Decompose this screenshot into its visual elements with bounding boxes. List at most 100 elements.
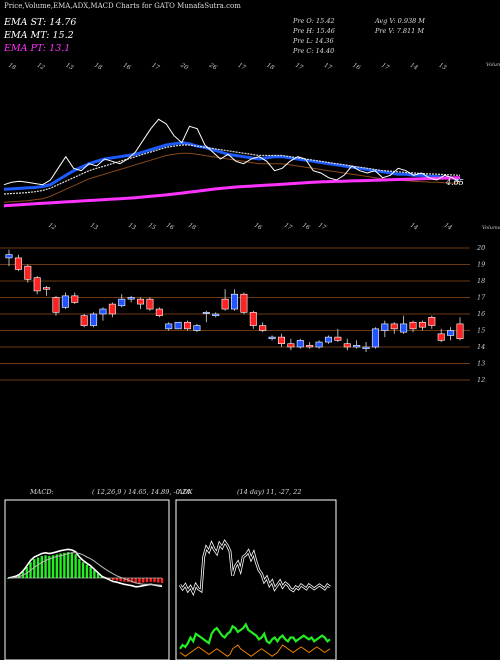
bottom-date-label: 18 <box>187 222 197 232</box>
macd-histogram-bar <box>157 578 160 583</box>
candle-body <box>165 323 173 330</box>
bottom-date-label: 16 <box>165 222 175 232</box>
macd-histogram-bar <box>78 559 81 578</box>
price-panel: 20 19 18 17 16 15 14 13 12 <box>0 244 486 384</box>
macd-histogram-bar <box>93 570 96 578</box>
bottom-date-label: 13 <box>127 222 137 232</box>
macd-histogram-bar <box>36 557 40 578</box>
candle-body <box>343 343 351 348</box>
adx-params: (14 day) 11, -27, 22 <box>237 488 302 496</box>
macd-histogram-bar <box>74 554 77 578</box>
candle-body <box>14 257 22 270</box>
candle-body <box>174 321 182 330</box>
price-tick-label: 20 <box>476 244 485 252</box>
top-date-label: 26 <box>207 61 218 71</box>
macd-histogram-bar <box>130 578 134 583</box>
candle-body <box>90 313 98 326</box>
candle-body <box>99 308 107 315</box>
ema-st-label: EMA ST: 14.76 <box>4 17 77 28</box>
candle-body <box>221 298 229 310</box>
bottom-date-label: 16 <box>253 222 263 232</box>
candle-body <box>146 298 154 310</box>
ema-st-line <box>3 141 461 191</box>
di-plus-line <box>179 622 331 650</box>
top-date-label: 18 <box>265 62 275 72</box>
candle-body <box>400 323 408 333</box>
candle-body <box>259 325 267 331</box>
candle-body <box>447 330 455 336</box>
top-date-label: 17 <box>323 62 333 72</box>
chart-title: Price,Volume,EMA,ADX,MACD Charts for GAT… <box>4 2 241 10</box>
price-line <box>3 118 461 186</box>
candle-body <box>71 295 79 303</box>
candle-body <box>296 340 304 348</box>
candle-body <box>212 313 220 316</box>
candle-body <box>306 345 314 348</box>
macd-histogram-bar <box>66 552 70 578</box>
candle-body <box>5 254 13 259</box>
macd-title: MACD: <box>30 488 54 496</box>
volume-label: Volume <box>486 62 500 68</box>
di-minus-line <box>179 644 331 657</box>
bottom-date-label: 12 <box>47 222 57 232</box>
macd-histogram-bar <box>149 578 152 582</box>
macd-histogram-bar <box>134 578 137 584</box>
top-date-label: 17 <box>151 62 161 72</box>
candle-body <box>80 315 88 326</box>
candle-body <box>334 336 342 341</box>
candle-body <box>118 298 126 307</box>
adx-title: ADX <box>178 488 193 496</box>
candle-body <box>184 321 192 330</box>
top-date-label: 16 <box>351 62 361 72</box>
candle-body <box>371 328 379 348</box>
bottom-date-label: 14 <box>443 222 453 232</box>
macd-histogram-bar <box>55 554 59 578</box>
price-tick-label: 17 <box>477 294 486 302</box>
candle-body <box>61 295 69 308</box>
macd-params: ( 12,26,9 ) 14.65, 14.89, -0.24 <box>92 488 191 496</box>
bottom-date-label: 17 <box>317 222 327 232</box>
candle-body <box>456 323 464 340</box>
volume-label-bottom: Volume <box>482 225 500 231</box>
last-price-label: 4.65 <box>445 178 464 187</box>
macd-histogram-bar <box>142 578 145 583</box>
top-date-label: 18 <box>93 62 103 72</box>
candle-body <box>409 321 417 330</box>
macd-histogram-bar <box>40 555 44 578</box>
ema-mt-label: EMA MT: 15.2 <box>4 30 74 41</box>
macd-histogram-bar <box>81 562 85 578</box>
bottom-date-label: 13 <box>89 222 99 232</box>
candle-body <box>362 346 370 349</box>
candle-body <box>155 308 163 316</box>
macd-histogram-bar <box>89 566 92 578</box>
candle-body <box>381 323 389 331</box>
pre-volume: Pre V: 7.811 M <box>375 27 425 35</box>
macd-line <box>7 548 163 588</box>
candle-body <box>437 333 445 341</box>
top-date-label: 17 <box>237 62 247 72</box>
candle-body <box>428 316 436 326</box>
pre-open: Pre O: 15.42 <box>293 17 335 25</box>
candle-body <box>240 293 248 313</box>
candle-body <box>231 293 239 310</box>
candle-body <box>202 312 210 314</box>
candle-body <box>43 287 51 290</box>
macd-frame <box>4 499 170 660</box>
top-date-label: 20 <box>178 61 189 71</box>
candle-body <box>193 325 201 331</box>
macd-histogram-bar <box>160 578 164 584</box>
ema-mt-line <box>3 144 461 195</box>
candle-body <box>418 321 426 328</box>
candle-body <box>315 341 323 348</box>
top-date-label: 18 <box>7 62 17 72</box>
bottom-date-label: 14 <box>409 222 419 232</box>
price-tick-label: 19 <box>477 261 485 269</box>
macd-histogram-bar <box>44 555 47 578</box>
candle-body <box>127 297 135 300</box>
top-date-label: 13 <box>438 62 448 72</box>
macd-histogram-bar <box>85 564 89 578</box>
macd-histogram-bar <box>51 555 55 578</box>
candle-body <box>249 312 257 326</box>
